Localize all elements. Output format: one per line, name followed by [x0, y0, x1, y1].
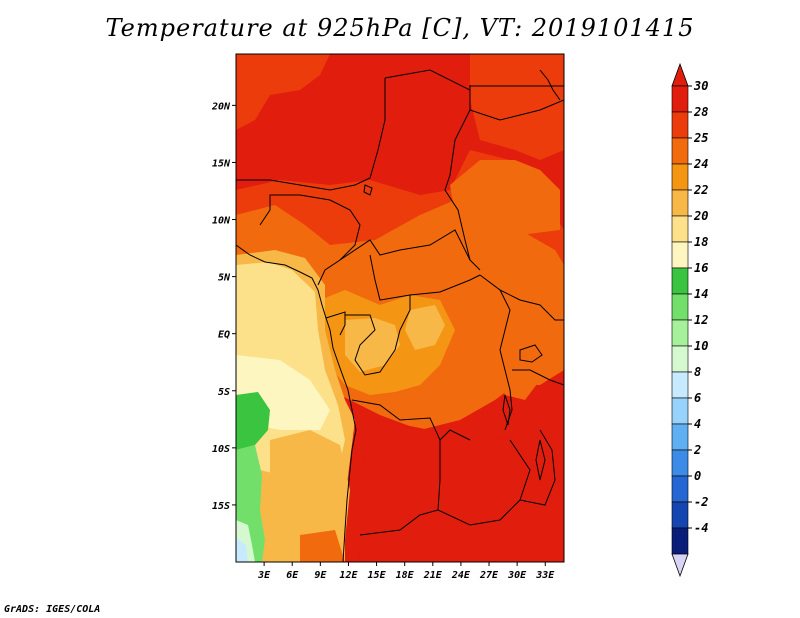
lat-label: 15N: [212, 158, 231, 169]
colorbar-label: 20: [693, 209, 708, 223]
field-angola-south: [300, 530, 345, 562]
grads-credit: GrADS: IGES/COLA: [4, 604, 101, 615]
colorbar-segment: [671, 293, 689, 321]
colorbar-label: -4: [694, 521, 708, 535]
field-angola-interior: [270, 430, 350, 550]
map-title: Temperature at 925hPa [C], VT: 201910141…: [105, 14, 695, 42]
colorbar-segment: [671, 475, 689, 503]
colorbar-label: 10: [694, 339, 708, 353]
colorbar-label: 18: [694, 235, 708, 249]
colorbar-segment: [671, 345, 689, 373]
lake-chad: [363, 184, 373, 196]
latitude-axis: 20N 15N 10N 5N EQ 5S 10S 15S: [211, 101, 236, 512]
field-band-north-west: [236, 54, 330, 130]
lake-tanganyika: [502, 394, 511, 426]
colorbar-label: 16: [694, 261, 708, 275]
colorbar-segment: [671, 241, 689, 269]
lat-label: 5S: [218, 387, 230, 398]
field-coldest-corner: [236, 538, 248, 562]
field-zambia-hot: [355, 420, 564, 562]
colorbar-segment: [671, 163, 689, 191]
border-chad-sudan: [444, 85, 481, 271]
lat-label: 10N: [212, 216, 231, 227]
lon-label: 9E: [314, 570, 327, 581]
colorbar-label: 6: [694, 391, 701, 405]
temperature-map: 3E 6E 9E 12E 15E 18E 21E 24E 27E 30E 33E 20N 15N 10N…: [211, 53, 708, 581]
border-mozambique: [519, 429, 556, 506]
border-drc-east: [479, 274, 513, 431]
colorbar-label: 2: [693, 443, 701, 457]
colorbar-label: 25: [693, 131, 708, 145]
lon-label: 6E: [286, 570, 299, 581]
colorbar-segment: [671, 319, 689, 347]
colorbar-segment: [671, 501, 689, 529]
colorbar-segment: [671, 189, 689, 217]
colorbar-segment: [671, 85, 689, 113]
colorbar-segment: [671, 449, 689, 477]
field-green-patch: [236, 392, 270, 450]
field-band-eastsahel: [450, 160, 560, 235]
colorbar-segment: [671, 215, 689, 243]
lon-label: 12E: [339, 570, 358, 581]
colorbar-label: 24: [693, 157, 708, 171]
colorbar-segment: [671, 111, 689, 139]
lon-label: 30E: [507, 570, 527, 581]
colorbar-label: 30: [693, 79, 708, 93]
lon-label: 18E: [396, 570, 415, 581]
map-frame: [235, 53, 565, 563]
lake-malawi: [535, 439, 546, 481]
border-angola-drc: [351, 399, 471, 441]
lon-label: 15E: [368, 570, 387, 581]
lat-label: EQ: [218, 330, 230, 341]
colorbar-label: 0: [694, 469, 701, 483]
longitude-axis: 3E 6E 9E 12E 15E 18E 21E 24E 27E 30E 33E: [257, 562, 555, 581]
colorbar-segment: [671, 137, 689, 165]
field-congo-core: [345, 318, 400, 372]
colorbar-segment: [671, 371, 689, 399]
lake-victoria: [519, 344, 543, 363]
colorbar-label: 12: [694, 313, 708, 327]
lat-label: 15S: [212, 501, 230, 512]
colorbar-label: 8: [694, 365, 701, 379]
lon-label: 27E: [479, 570, 499, 581]
lon-label: 33E: [535, 570, 555, 581]
colorbar-segment: [671, 527, 689, 555]
field-band-northeast: [470, 54, 564, 160]
border-ethiopia: [469, 99, 564, 121]
lat-label: 10S: [212, 444, 230, 455]
coastline-west-africa: [236, 244, 357, 562]
colorbar-segment: [671, 267, 689, 295]
colorbar-label: 28: [693, 105, 708, 119]
border-gabon: [325, 311, 346, 336]
border-tanzania: [512, 369, 564, 386]
colorbar-label: 14: [694, 287, 708, 301]
border-cameroon-car: [339, 229, 471, 261]
border-zambia-south: [437, 439, 531, 526]
temperature-field: [236, 54, 564, 562]
colorbar-label: -2: [694, 495, 708, 509]
lon-label: 24E: [451, 570, 471, 581]
field-congo-east: [405, 305, 445, 350]
lat-label: 20N: [211, 101, 231, 112]
border-uganda-kenya: [499, 289, 564, 321]
border-mali-niger: [236, 78, 386, 191]
country-boundaries: [236, 69, 564, 562]
lat-label: 5N: [218, 273, 231, 284]
border-congo-drc: [345, 295, 411, 376]
border-nigeria: [259, 194, 361, 286]
colorbar-label: 4: [694, 417, 701, 431]
border-angola-zambia: [359, 440, 441, 536]
lon-label: 21E: [423, 570, 443, 581]
colorbar-segment: [671, 397, 689, 425]
colorbar-label: 22: [693, 183, 708, 197]
coast-red-sea: [539, 69, 561, 101]
colorbar-segment: [671, 423, 689, 451]
colorbar-bottom-triangle: [671, 553, 689, 578]
colorbar-top-triangle: [671, 62, 689, 87]
lon-label: 3E: [257, 570, 271, 581]
